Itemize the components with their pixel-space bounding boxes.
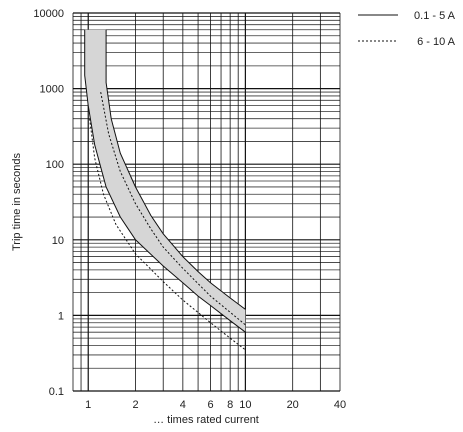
tolerance-band-area [84, 29, 246, 333]
x-tick-label: 10 [239, 399, 251, 411]
y-tick-label: 10 [52, 235, 64, 247]
x-tick-label: 4 [180, 399, 186, 411]
y-tick-label: 10000 [33, 8, 64, 20]
x-tick-label: 1 [85, 399, 91, 411]
x-tick-label: 40 [334, 399, 346, 411]
y-tick-label: 100 [46, 159, 64, 171]
x-tick-labels: 1 2 4 6 8 10 20 40 [85, 399, 346, 411]
series-lines [84, 29, 246, 351]
legend-label-0: 0.1 - 5 A [414, 10, 456, 22]
tolerance-band [84, 29, 246, 333]
series-line-0-upper [105, 29, 246, 310]
series-line-0-lower [84, 29, 246, 333]
y-tick-label: 1 [58, 310, 64, 322]
series-line-1-upper [100, 92, 246, 326]
x-tick-label: 20 [287, 399, 299, 411]
y-tick-label: 0.1 [49, 386, 64, 398]
x-tick-label: 8 [227, 399, 233, 411]
x-axis-label: … times rated current [153, 414, 259, 426]
legend: 0.1 - 5 A 6 - 10 A [358, 10, 456, 48]
x-tick-label: 6 [207, 399, 213, 411]
y-axis-label: Trip time in seconds [11, 152, 23, 251]
y-tick-labels: 0.1 1 10 100 1000 10000 [33, 8, 64, 398]
grid [72, 12, 341, 392]
x-tick-label: 2 [132, 399, 138, 411]
legend-label-1: 6 - 10 A [417, 36, 456, 48]
series-line-1-lower [89, 118, 246, 351]
y-tick-label: 1000 [40, 84, 64, 96]
